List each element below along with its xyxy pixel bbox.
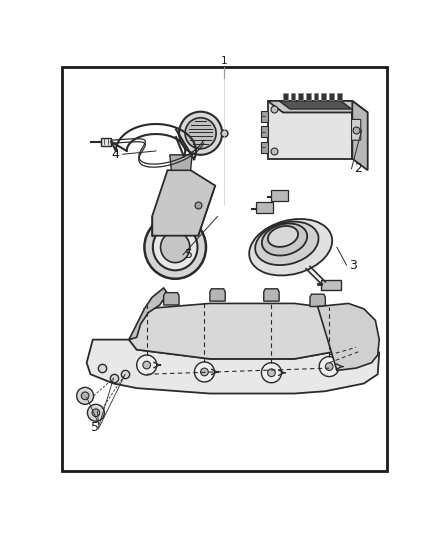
Ellipse shape: [161, 232, 190, 263]
Text: 4: 4: [111, 148, 119, 161]
Polygon shape: [279, 101, 352, 109]
Circle shape: [143, 361, 151, 369]
Text: 2: 2: [354, 162, 362, 175]
Polygon shape: [87, 340, 379, 393]
Polygon shape: [129, 288, 167, 340]
Ellipse shape: [153, 224, 198, 270]
Polygon shape: [310, 294, 325, 306]
Circle shape: [77, 387, 94, 405]
FancyBboxPatch shape: [291, 93, 295, 100]
Polygon shape: [210, 289, 225, 301]
FancyBboxPatch shape: [298, 93, 303, 100]
Ellipse shape: [262, 223, 307, 255]
Circle shape: [201, 368, 208, 376]
FancyBboxPatch shape: [321, 93, 326, 100]
FancyBboxPatch shape: [314, 93, 318, 100]
Polygon shape: [152, 170, 215, 236]
Polygon shape: [129, 303, 371, 359]
Polygon shape: [256, 202, 273, 213]
Polygon shape: [272, 190, 288, 201]
FancyBboxPatch shape: [352, 119, 361, 140]
Polygon shape: [321, 280, 341, 289]
Ellipse shape: [255, 222, 318, 265]
FancyBboxPatch shape: [261, 126, 268, 137]
Circle shape: [92, 409, 100, 417]
Circle shape: [268, 369, 276, 377]
Text: 5: 5: [91, 421, 99, 434]
Polygon shape: [264, 289, 279, 301]
FancyBboxPatch shape: [283, 93, 288, 100]
FancyBboxPatch shape: [261, 142, 268, 152]
Circle shape: [194, 362, 215, 382]
Ellipse shape: [145, 216, 206, 279]
Ellipse shape: [268, 226, 298, 247]
Polygon shape: [352, 101, 367, 170]
Polygon shape: [268, 101, 352, 159]
FancyBboxPatch shape: [306, 93, 311, 100]
FancyBboxPatch shape: [329, 93, 334, 100]
FancyBboxPatch shape: [337, 93, 342, 100]
Circle shape: [185, 118, 216, 149]
Circle shape: [319, 357, 339, 377]
Circle shape: [325, 363, 333, 370]
Polygon shape: [164, 293, 179, 305]
Polygon shape: [268, 101, 367, 112]
Circle shape: [81, 392, 89, 400]
FancyBboxPatch shape: [261, 111, 268, 122]
Circle shape: [261, 363, 282, 383]
FancyBboxPatch shape: [100, 138, 111, 146]
Circle shape: [88, 405, 104, 421]
Ellipse shape: [249, 219, 332, 276]
Polygon shape: [170, 155, 192, 170]
Text: 3: 3: [349, 259, 357, 271]
Circle shape: [179, 112, 222, 155]
Circle shape: [137, 355, 157, 375]
Polygon shape: [318, 303, 379, 370]
Text: 1: 1: [221, 55, 228, 66]
Text: 5: 5: [185, 248, 193, 261]
